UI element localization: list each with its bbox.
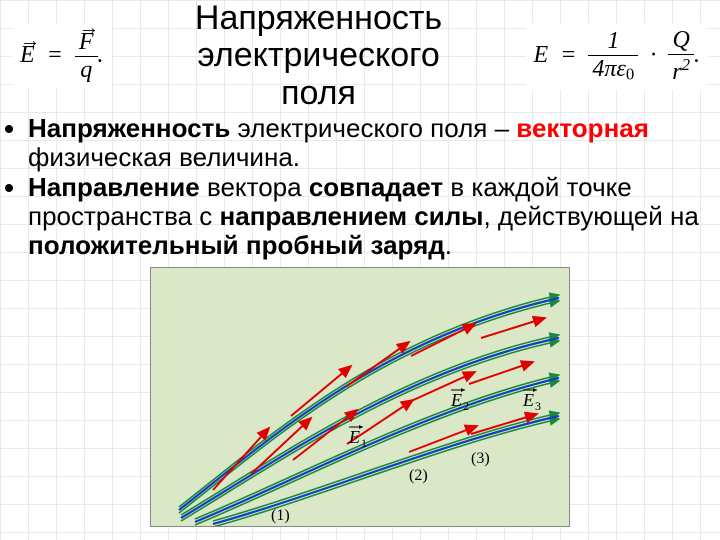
r-squared: 2 (682, 55, 690, 74)
b2-t2: вектора (200, 172, 309, 202)
denom-4pe: 4πε (592, 56, 625, 82)
title-line-1: Напряженность (118, 0, 520, 37)
svg-text:E: E (450, 390, 462, 410)
b2-t7: на (670, 201, 699, 231)
svg-text:2: 2 (463, 399, 469, 413)
field-lines-diagram: (1)(2)(3)E1E2E3 (150, 267, 570, 527)
title-line-3: поля (118, 75, 520, 112)
bullet-2: Направление вектора совпадает в каждой т… (28, 173, 706, 259)
svg-text:(2): (2) (409, 467, 428, 484)
b1-t2: электрического поля – (230, 113, 516, 143)
b2-t5: направлением силы (220, 201, 484, 231)
symbol-E: E (534, 42, 549, 68)
b2-t6: , действующей (483, 201, 670, 231)
title-line-2: электрического (118, 37, 520, 74)
numerator-1: 1 (588, 28, 638, 56)
b2-t1: Направление (28, 172, 200, 202)
symbol-q: q (75, 57, 98, 84)
denom-r: r (672, 59, 681, 85)
b2-t9: . (445, 230, 452, 260)
b1-t4: физическая величина. (28, 142, 300, 172)
formula-right: E = 1 4πε0 · Q r2 . (526, 23, 708, 90)
svg-text:(3): (3) (471, 450, 490, 467)
b2-t8: положительный пробный заряд (28, 230, 445, 260)
vector-F: F (79, 29, 94, 56)
svg-text:3: 3 (535, 399, 541, 413)
page-title: Напряженность электрического поля (112, 0, 526, 112)
eps-zero: 0 (626, 64, 634, 83)
formula-left: E = F q . (12, 25, 112, 88)
svg-text:1: 1 (361, 436, 367, 450)
bullet-1: Напряженность электрического поля – вект… (28, 114, 706, 171)
body-text: Напряженность электрического поля – вект… (0, 112, 720, 267)
b1-t1: Напряженность (28, 113, 230, 143)
svg-text:E: E (348, 427, 360, 447)
numerator-Q: Q (668, 27, 694, 55)
b1-t3: векторная (516, 113, 649, 143)
svg-text:E: E (522, 390, 534, 410)
vector-E: E (20, 42, 35, 69)
svg-text:(1): (1) (271, 507, 290, 524)
b2-t3: совпадает (309, 172, 443, 202)
